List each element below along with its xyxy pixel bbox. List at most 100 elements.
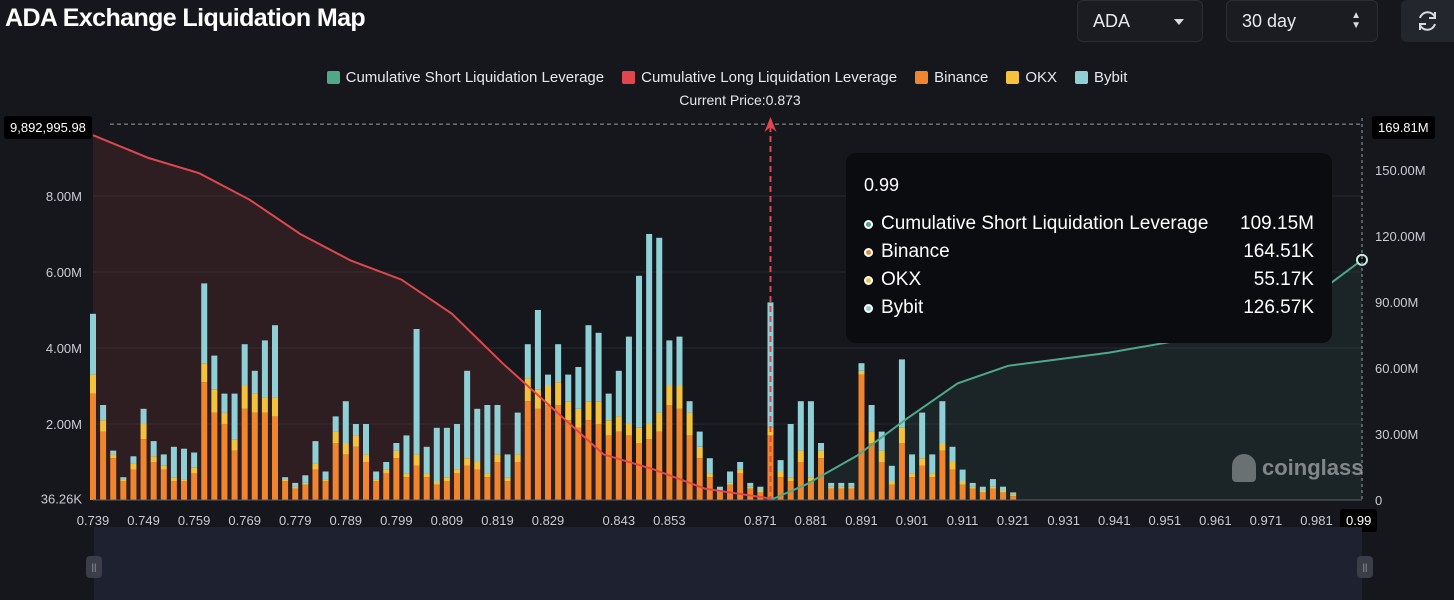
bar-bybit [454, 424, 461, 470]
tooltip-row: OKX 55.17K [864, 266, 1314, 294]
bar-binance [504, 481, 511, 500]
range-slider[interactable] [94, 527, 1362, 600]
bar-binance [747, 488, 754, 500]
bar-binance [150, 462, 157, 500]
legend-swatch [622, 71, 636, 84]
bar-binance [403, 477, 410, 500]
bar-okx [1010, 494, 1017, 497]
bar-binance [332, 443, 339, 500]
bar-okx [413, 454, 420, 466]
bar-okx [272, 397, 279, 417]
bar-binance [170, 481, 177, 500]
bar-bybit [110, 450, 117, 455]
tooltip-row-name: Bybit [881, 297, 924, 318]
bar-okx [170, 477, 177, 481]
tooltip-dot [864, 247, 873, 257]
bar-okx [454, 469, 461, 474]
x-axis-tick-label: 0.779 [279, 513, 312, 528]
bar-binance [625, 435, 632, 500]
bar-binance [686, 435, 693, 500]
bar-okx [656, 412, 663, 432]
bar-okx [686, 412, 693, 436]
bar-bybit [828, 482, 835, 487]
bar-okx [332, 431, 339, 443]
tooltip-row-value: 164.51K [1243, 241, 1314, 262]
bar-bybit [484, 405, 491, 474]
bar-bybit [636, 275, 643, 428]
bar-okx [898, 427, 905, 443]
bar-binance [666, 405, 673, 500]
x-axis-tick-label: 0.971 [1250, 513, 1283, 528]
range-select[interactable]: 30 day ▲ ▼ [1226, 0, 1378, 42]
legend-item-long[interactable]: Cumulative Long Liquidation Leverage [622, 69, 897, 86]
bar-bybit [524, 344, 531, 379]
bar-bybit [757, 486, 764, 491]
x-axis-tick-label: 0.911 [947, 513, 979, 528]
bar-bybit [322, 471, 329, 480]
bar-binance [312, 469, 319, 500]
bar-bybit [160, 454, 167, 466]
right-axis-tick-label: 30.00M [1375, 427, 1418, 442]
bar-bybit [373, 471, 380, 480]
bar-okx [828, 486, 835, 489]
x-axis-tick-label: 0.749 [127, 513, 160, 528]
bar-binance [433, 484, 440, 500]
bar-bybit [464, 370, 471, 459]
slider-handle-right[interactable]: || [1357, 556, 1373, 578]
bar-binance [878, 462, 885, 500]
bar-bybit [555, 344, 562, 383]
bar-bybit [565, 374, 572, 402]
bar-binance [160, 469, 167, 500]
bar-bybit [706, 458, 713, 474]
bar-okx [504, 477, 511, 481]
bar-bybit [696, 431, 703, 447]
bar-binance [949, 469, 956, 500]
legend-item-bybit[interactable]: Bybit [1075, 69, 1127, 86]
x-axis-end-label: 0.99 [1340, 509, 1378, 532]
bar-binance [615, 431, 622, 500]
left-axis-tick-label: 2.00M [46, 417, 82, 432]
legend-swatch [326, 71, 340, 84]
long-cumulative-line [92, 134, 771, 500]
legend-item-short[interactable]: Cumulative Short Liquidation Leverage [326, 69, 604, 86]
right-axis-tick-label: 120.00M [1375, 229, 1426, 244]
refresh-button[interactable] [1401, 0, 1454, 42]
bar-binance [696, 458, 703, 500]
legend-item-binance[interactable]: Binance [915, 69, 988, 86]
chart-legend: Cumulative Short Liquidation Leverage Cu… [0, 69, 1454, 86]
bar-bybit [191, 452, 198, 468]
bar-binance [474, 469, 481, 500]
bar-bybit [312, 441, 319, 464]
symbol-select[interactable]: ADA [1077, 0, 1203, 42]
legend-item-okx[interactable]: OKX [1006, 69, 1057, 86]
tooltip-row-name: Binance [881, 241, 950, 262]
right-axis-top-label: 169.81M [1372, 116, 1435, 139]
bar-bybit [120, 477, 127, 480]
right-axis-tick-label: 0 [1375, 493, 1382, 508]
refresh-icon [1419, 11, 1436, 31]
bar-okx [201, 363, 208, 383]
bar-binance [292, 488, 299, 500]
bar-binance [393, 458, 400, 500]
bar-bybit [443, 427, 450, 478]
bar-binance [221, 424, 228, 500]
bar-binance [979, 492, 986, 500]
bar-bybit [625, 336, 632, 424]
watermark: coinglass [1232, 454, 1363, 482]
bar-binance [282, 481, 289, 500]
bar-okx [868, 431, 875, 443]
bar-binance [636, 443, 643, 500]
bar-bybit [656, 237, 663, 413]
bar-bybit [150, 441, 157, 457]
bar-bybit [868, 405, 875, 432]
slider-handle-left[interactable]: || [86, 556, 102, 578]
left-axis-tick-label: 8.00M [46, 189, 82, 204]
bar-binance [251, 412, 258, 500]
bar-okx [636, 427, 643, 443]
bar-okx [787, 477, 794, 481]
bar-bybit [595, 332, 602, 402]
bar-bybit [939, 401, 946, 443]
bar-binance [241, 408, 248, 500]
bar-bybit [888, 465, 895, 481]
